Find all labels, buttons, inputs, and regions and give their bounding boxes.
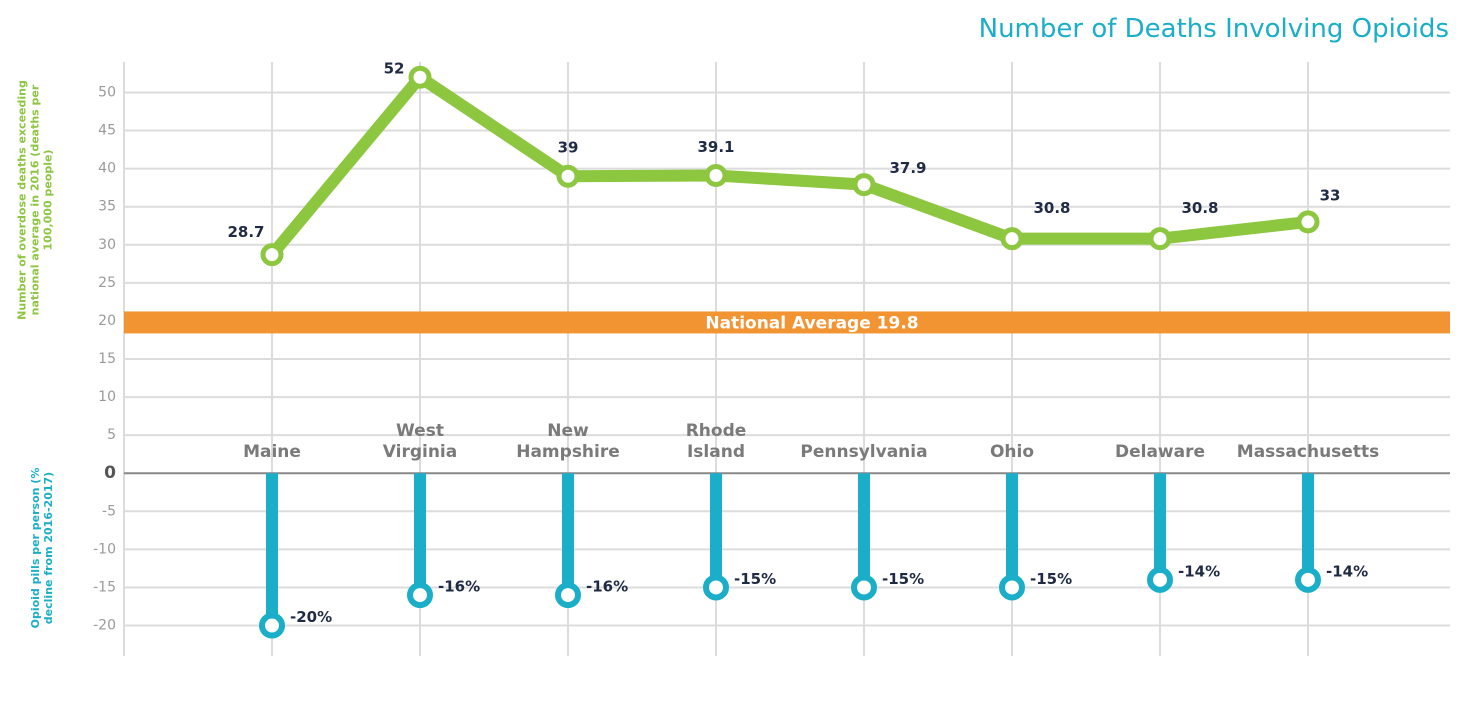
- data-label: -14%: [1178, 562, 1220, 580]
- data-label: -15%: [734, 570, 776, 588]
- x-tick-label: West Virginia: [382, 421, 458, 463]
- lollipop-head: [555, 582, 581, 609]
- data-label: 37.9: [889, 159, 926, 177]
- data-label: -16%: [438, 578, 480, 596]
- y-tick-label: 15: [98, 351, 116, 367]
- data-label: 39.1: [697, 138, 734, 156]
- lollipop-head: [259, 612, 285, 639]
- line-point: [704, 163, 728, 187]
- y-tick-label: 25: [98, 275, 116, 291]
- x-tick-label: Delaware: [1114, 442, 1206, 463]
- chart-title: Number of Deaths Involving Opioids: [978, 14, 1449, 44]
- lollipop-head: [1147, 566, 1173, 593]
- x-tick-label: New Hampshire: [516, 421, 620, 463]
- data-label: 30.8: [1181, 199, 1218, 217]
- data-label: 52: [384, 60, 405, 78]
- y-tick-label: 35: [98, 199, 116, 215]
- lollipop-head: [999, 574, 1025, 601]
- lollipop-stick: [1302, 473, 1314, 580]
- national-average-label: National Average 19.8: [705, 313, 918, 333]
- y-tick-label: 40: [98, 161, 116, 177]
- lollipop-head: [1295, 566, 1321, 593]
- y-tick-label: 50: [98, 84, 116, 100]
- x-tick-label: Massachusetts: [1236, 442, 1380, 463]
- lollipop-stick: [1006, 473, 1018, 588]
- y-tick-label: 20: [98, 313, 116, 329]
- lollipop-stick: [266, 473, 278, 626]
- line-point: [1148, 227, 1172, 251]
- data-label: -15%: [1030, 570, 1072, 588]
- y-tick-label: -10: [93, 541, 116, 557]
- national-average-band: [124, 311, 1450, 334]
- data-label: 30.8: [1033, 199, 1070, 217]
- data-label: -15%: [882, 570, 924, 588]
- lollipop-head: [703, 574, 729, 601]
- line-point: [408, 65, 432, 89]
- lollipop-stick: [1154, 473, 1166, 580]
- line-point: [1000, 227, 1024, 251]
- y-tick-label: -20: [93, 618, 116, 634]
- data-label: 39: [558, 139, 579, 157]
- y-tick-label: 30: [98, 237, 116, 253]
- x-tick-label: Rhode Island: [685, 421, 747, 463]
- lollipop-head: [851, 574, 877, 601]
- y-tick-label: 5: [107, 427, 116, 443]
- line: [267, 71, 1309, 259]
- data-label: -16%: [586, 578, 628, 596]
- line-point: [260, 243, 284, 267]
- lollipop-stick: [858, 473, 870, 588]
- data-label: -20%: [290, 608, 332, 626]
- x-tick-label: Ohio: [989, 442, 1035, 463]
- y-tick-label: 0: [104, 463, 116, 483]
- data-label: -14%: [1326, 562, 1368, 580]
- lollipop-head: [407, 582, 433, 609]
- y-tick-label: -15: [93, 579, 116, 595]
- y-tick-label: -5: [102, 503, 116, 519]
- lollipop-stick: [710, 473, 722, 588]
- line-point: [556, 164, 580, 188]
- y-tick-label: 10: [98, 389, 116, 405]
- x-tick-label: Pennsylvania: [800, 442, 928, 463]
- data-label: 28.7: [227, 223, 264, 241]
- line-point: [852, 173, 876, 197]
- x-tick-label: Maine: [243, 442, 301, 463]
- lollipop-stick: [562, 473, 574, 596]
- data-label: 33: [1320, 186, 1341, 204]
- line-point: [1296, 210, 1320, 234]
- lollipop-stick: [414, 473, 426, 596]
- y-tick-label: 45: [98, 123, 116, 139]
